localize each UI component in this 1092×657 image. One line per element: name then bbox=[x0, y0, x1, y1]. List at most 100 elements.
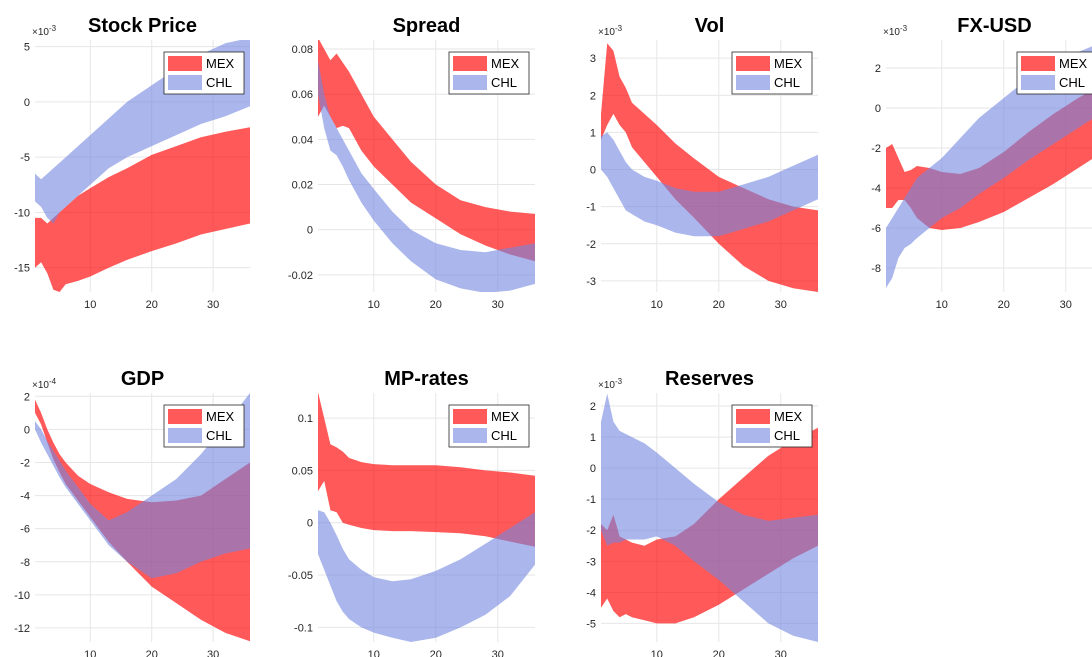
y-tick-label: -0.1 bbox=[294, 622, 313, 634]
plot-area bbox=[318, 40, 535, 292]
x-tick-label: 30 bbox=[492, 649, 504, 657]
x-tick-label: 10 bbox=[84, 649, 96, 657]
y-tick-label: 0.02 bbox=[292, 180, 313, 192]
y-tick-label: 0.1 bbox=[298, 413, 313, 425]
band bbox=[886, 46, 1092, 288]
exponent-base: ×10 bbox=[883, 27, 900, 38]
y-tick-label: -5 bbox=[586, 618, 596, 630]
legend-label: CHL bbox=[206, 428, 232, 443]
y-tick-label: -10 bbox=[14, 207, 30, 219]
exponent-power: -3 bbox=[615, 24, 623, 33]
exponent-power: -3 bbox=[49, 24, 57, 33]
band bbox=[35, 127, 250, 292]
x-tick-label: 20 bbox=[146, 649, 158, 657]
y-tick-label: -2 bbox=[871, 143, 881, 155]
y-tick-label: 1 bbox=[590, 432, 596, 444]
y-tick-label: 0.05 bbox=[292, 465, 313, 477]
chart-title: Spread bbox=[393, 15, 461, 37]
legend-swatch bbox=[453, 428, 487, 443]
legend-label: CHL bbox=[491, 75, 517, 90]
exponent-power: -3 bbox=[615, 377, 623, 386]
y-exponent: ×10-3 bbox=[32, 24, 57, 38]
x-tick-label: 20 bbox=[430, 299, 442, 311]
y-tick-label: -2 bbox=[20, 457, 30, 469]
band bbox=[318, 60, 535, 292]
x-tick-label: 10 bbox=[84, 299, 96, 311]
legend-swatch bbox=[736, 75, 770, 90]
band bbox=[35, 393, 250, 579]
y-tick-label: -8 bbox=[20, 557, 30, 569]
exponent-base: ×10 bbox=[598, 27, 615, 38]
y-tick-label: 0 bbox=[307, 225, 313, 237]
x-tick-label: 20 bbox=[713, 649, 725, 657]
legend-label: MEX bbox=[206, 409, 235, 424]
legend-swatch bbox=[736, 409, 770, 424]
y-tick-label: 0 bbox=[875, 103, 881, 115]
band bbox=[601, 393, 818, 642]
x-tick-label: 30 bbox=[775, 649, 787, 657]
band bbox=[601, 132, 818, 237]
y-tick-label: 0.06 bbox=[292, 89, 313, 101]
y-tick-label: -6 bbox=[871, 223, 881, 235]
y-tick-label: -4 bbox=[586, 587, 596, 599]
subplot: -0.1 -0.05 0 0.05 0.1 10 20 30 MP-rates MEX CHL bbox=[288, 368, 535, 657]
y-tick-label: 3 bbox=[590, 53, 596, 65]
y-tick-label: -12 bbox=[14, 623, 30, 635]
y-exponent: ×10-3 bbox=[598, 24, 623, 38]
x-tick-label: 20 bbox=[998, 299, 1010, 311]
exponent-power: -4 bbox=[49, 377, 57, 386]
y-tick-label: 0.08 bbox=[292, 44, 313, 56]
legend-swatch bbox=[453, 56, 487, 71]
chart-title: GDP bbox=[121, 368, 164, 390]
plot-area bbox=[318, 393, 535, 642]
exponent-base: ×10 bbox=[32, 27, 49, 38]
x-tick-label: 20 bbox=[713, 299, 725, 311]
legend-swatch bbox=[168, 75, 202, 90]
legend-label: CHL bbox=[1059, 75, 1085, 90]
y-tick-label: 0 bbox=[590, 165, 596, 177]
y-tick-label: -3 bbox=[586, 276, 596, 288]
legend-swatch bbox=[736, 428, 770, 443]
legend-label: MEX bbox=[206, 56, 235, 71]
y-tick-label: -4 bbox=[871, 183, 881, 195]
y-tick-label: 1 bbox=[590, 127, 596, 139]
y-tick-label: -4 bbox=[20, 491, 30, 503]
band bbox=[318, 393, 535, 547]
x-tick-label: 10 bbox=[651, 649, 663, 657]
band bbox=[318, 40, 535, 262]
y-exponent: ×10-3 bbox=[598, 377, 623, 391]
x-tick-label: 30 bbox=[775, 299, 787, 311]
y-exponent: ×10-3 bbox=[883, 24, 908, 38]
y-tick-label: -3 bbox=[586, 556, 596, 568]
subplot: -8 -6 -4 -2 0 2 10 20 30 FX-USD ×10-3 MEX CHL bbox=[871, 15, 1092, 311]
chart-title: Stock Price bbox=[88, 15, 197, 37]
band bbox=[318, 510, 535, 642]
plot-area bbox=[601, 43, 818, 292]
legend-label: MEX bbox=[774, 56, 803, 71]
legend-swatch bbox=[453, 75, 487, 90]
chart-title: Vol bbox=[695, 15, 725, 37]
legend-label: CHL bbox=[206, 75, 232, 90]
y-tick-label: -6 bbox=[20, 524, 30, 536]
y-exponent: ×10-4 bbox=[32, 377, 57, 391]
y-tick-label: 0.04 bbox=[292, 134, 313, 146]
x-tick-label: 20 bbox=[146, 299, 158, 311]
y-tick-label: -10 bbox=[14, 590, 30, 602]
x-tick-label: 10 bbox=[651, 299, 663, 311]
legend-swatch bbox=[1021, 56, 1055, 71]
x-tick-label: 10 bbox=[368, 649, 380, 657]
legend-label: MEX bbox=[1059, 56, 1088, 71]
x-tick-label: 20 bbox=[430, 649, 442, 657]
legend-swatch bbox=[168, 428, 202, 443]
legend-swatch bbox=[736, 56, 770, 71]
legend-swatch bbox=[1021, 75, 1055, 90]
y-tick-label: -1 bbox=[586, 494, 596, 506]
y-tick-label: 0 bbox=[307, 518, 313, 530]
y-tick-label: 0 bbox=[24, 97, 30, 109]
plot-area bbox=[886, 46, 1092, 288]
y-tick-label: -0.05 bbox=[288, 570, 313, 582]
y-tick-label: 2 bbox=[875, 63, 881, 75]
